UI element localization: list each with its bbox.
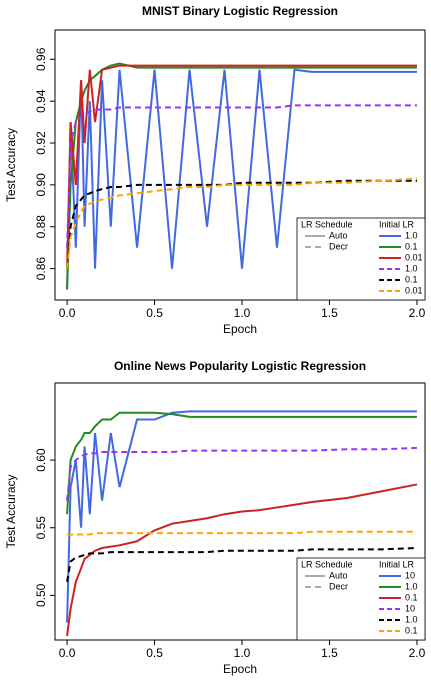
y-axis-label: Test Accuracy [4,128,18,202]
legend-label: 0.01 [405,285,423,295]
legend-label: Decr [329,241,348,251]
series-line [66,547,417,583]
series-line [66,410,417,623]
y-tick-label: 0.60 [34,448,48,472]
x-tick-label: 0.0 [59,646,76,660]
y-tick-label: 0.94 [34,89,48,113]
series-line [67,530,417,536]
x-tick-label: 1.0 [234,646,251,660]
legend-label: 0.1 [405,592,418,602]
legend-label: 1.0 [405,614,418,624]
y-tick-label: 0.92 [34,131,48,155]
legend-title: LR Schedule [301,559,353,569]
legend-label: 0.01 [405,252,423,262]
legend: LR Schedule Initial LRAutoDecr1.00.10.011… [296,217,426,301]
legend-label: 1.0 [405,581,418,591]
y-tick-label: 0.96 [34,47,48,71]
x-tick-label: 0.0 [59,306,76,320]
legend-title: LR Schedule [301,219,353,229]
legend-label: 0.1 [405,625,418,635]
series-line [66,179,417,269]
legend-label: Auto [329,570,348,580]
chart-title: Online News Popularity Logistic Regressi… [114,359,366,373]
chart-title: MNIST Binary Logistic Regression [142,4,338,18]
x-axis-label: Epoch [223,662,257,676]
series-line [66,483,418,637]
y-tick-label: 0.55 [34,516,48,540]
y-tick-label: 0.88 [34,215,48,239]
x-tick-label: 0.5 [146,646,163,660]
plot-lines [66,410,418,637]
legend-box [296,557,426,641]
plot-frame [54,382,426,641]
series-line [66,64,417,269]
plot-frame [54,29,426,301]
series-line [66,177,418,269]
series-line [66,446,417,501]
x-tick-label: 1.5 [321,306,338,320]
y-tick-label: 0.90 [34,173,48,197]
series-line [66,411,417,515]
y-axis-label: Test Accuracy [4,474,18,548]
legend-title: Initial LR [379,219,415,229]
legend-label: 10 [405,570,415,580]
legend-label: 0.1 [405,241,418,251]
legend: LR Schedule Initial LRAutoDecr101.00.1101… [296,557,426,641]
subplot: Online News Popularity Logistic Regressi… [4,359,425,676]
plot-lines [66,62,418,290]
legend-box [296,217,426,301]
y-tick-label: 0.86 [34,257,48,281]
legend-label: Auto [329,230,348,240]
x-tick-label: 0.5 [146,306,163,320]
x-tick-label: 1.5 [321,646,338,660]
x-tick-label: 1.0 [234,306,251,320]
x-tick-label: 2.0 [409,646,426,660]
y-tick-label: 0.50 [34,583,48,607]
legend-label: 10 [405,603,415,613]
x-axis-label: Epoch [223,322,257,336]
legend-title: Initial LR [379,559,415,569]
legend-label: 1.0 [405,230,418,240]
legend-label: 0.1 [405,274,418,284]
legend-label: 1.0 [405,263,418,273]
legend-label: Decr [329,581,348,591]
series-line [66,68,417,290]
x-tick-label: 2.0 [409,306,426,320]
series-line [66,104,417,248]
series-line [66,62,417,290]
subplot: MNIST Binary Logistic Regression Epoch Tes… [4,4,425,336]
